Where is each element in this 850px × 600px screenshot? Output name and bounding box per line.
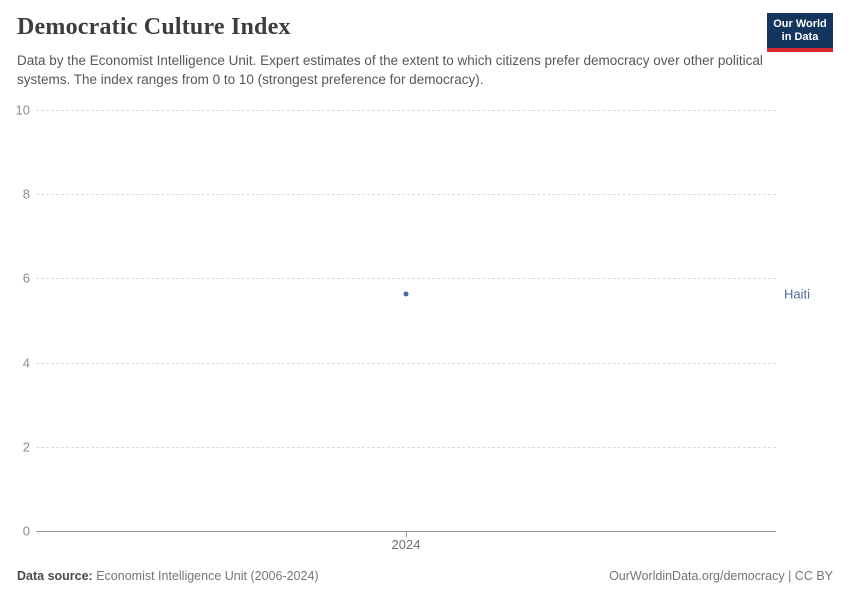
owid-logo-line1: Our World <box>771 18 829 31</box>
data-source-label: Data source: <box>17 569 93 583</box>
gridline-8 <box>36 194 776 195</box>
x-axis-year-label: 2024 <box>392 537 421 552</box>
y-tick-label-2: 2 <box>0 439 30 454</box>
gridline-10 <box>36 110 776 111</box>
gridline-4 <box>36 363 776 364</box>
data-source-note: Data source: Economist Intelligence Unit… <box>17 569 319 583</box>
data-point[interactable] <box>404 291 409 296</box>
owid-logo-line2: in Data <box>771 31 829 44</box>
page-title: Democratic Culture Index <box>17 14 291 41</box>
chart-footer: Data source: Economist Intelligence Unit… <box>17 569 833 583</box>
y-tick-label-6: 6 <box>0 271 30 286</box>
y-tick-label-0: 0 <box>0 524 30 539</box>
y-tick-label-4: 4 <box>0 355 30 370</box>
owid-logo[interactable]: Our World in Data <box>767 13 833 52</box>
entity-label[interactable]: Haiti <box>784 286 810 301</box>
chart-page: Democratic Culture Index Data by the Eco… <box>0 0 850 600</box>
data-source-value: Economist Intelligence Unit (2006-2024) <box>96 569 318 583</box>
y-tick-label-8: 8 <box>0 187 30 202</box>
gridline-6 <box>36 278 776 279</box>
gridline-2 <box>36 447 776 448</box>
y-tick-label-10: 10 <box>0 103 30 118</box>
attribution-link[interactable]: OurWorldinData.org/democracy | CC BY <box>609 569 833 583</box>
chart-subtitle: Data by the Economist Intelligence Unit.… <box>17 52 769 89</box>
plot-area: 2024 Haiti 0246810 <box>36 110 776 532</box>
